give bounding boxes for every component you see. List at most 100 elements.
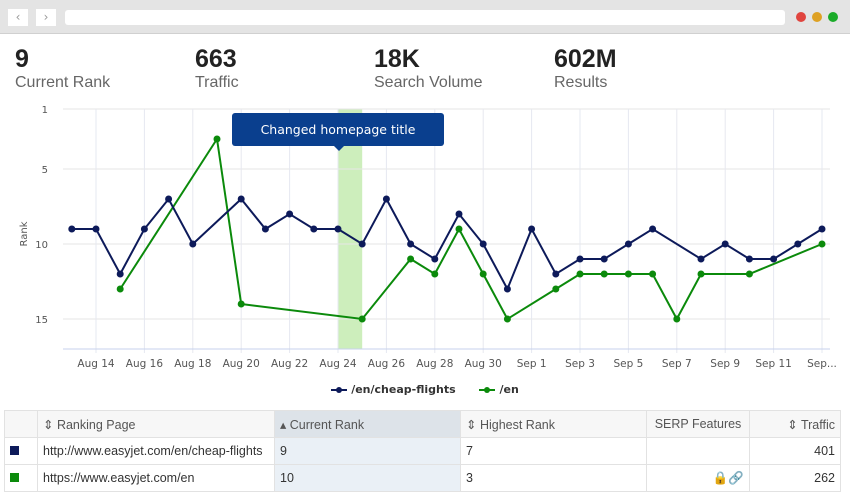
x-tick-label: Sep 7	[662, 358, 692, 370]
x-tick-label: Aug 18	[174, 358, 211, 370]
data-point	[116, 270, 124, 278]
x-tick-label: Aug 28	[416, 358, 453, 370]
traffic-cell: 401	[749, 437, 841, 465]
minimize-dot[interactable]	[812, 12, 822, 22]
data-point	[503, 315, 511, 323]
data-point	[624, 270, 632, 278]
data-point	[407, 240, 415, 248]
data-point	[407, 255, 415, 263]
x-tick-label: Aug 20	[223, 358, 260, 370]
data-point	[213, 135, 221, 143]
maximize-dot[interactable]	[828, 12, 838, 22]
link-icon: 🔗	[728, 470, 744, 485]
data-point	[576, 270, 584, 278]
header-label: Current Rank	[289, 417, 365, 432]
x-tick-label: Aug 16	[126, 358, 164, 370]
y-tick-label: 1	[42, 105, 48, 116]
table-row[interactable]: https://www.easyjet.com/en 10 3 🔒🔗 262	[4, 464, 841, 492]
serp-features-cell	[646, 437, 750, 465]
data-point	[576, 255, 584, 263]
traffic-cell: 262	[749, 464, 841, 492]
data-point	[479, 270, 487, 278]
annotation-tooltip: Changed homepage title	[232, 113, 444, 151]
stat-label: Results	[554, 74, 608, 91]
header-ranking-page[interactable]: ⇕ Ranking Page	[37, 410, 275, 438]
series-line--en	[119, 136, 823, 322]
data-point	[794, 240, 802, 248]
browser-chrome: ‹ ›	[0, 0, 850, 34]
legend-marker	[479, 386, 496, 393]
x-tick-label: Sep 3	[565, 358, 595, 370]
y-tick-label: 10	[35, 240, 48, 251]
stat-label: Traffic	[195, 74, 239, 91]
address-bar[interactable]	[65, 10, 785, 25]
data-point	[697, 255, 705, 263]
data-point	[358, 315, 366, 323]
x-tick-label: Aug 26	[368, 358, 406, 370]
data-point	[140, 225, 148, 233]
data-point	[431, 270, 439, 278]
data-point	[818, 240, 826, 248]
header-label: Highest Rank	[479, 417, 555, 432]
data-point	[745, 270, 753, 278]
header-highest-rank[interactable]: ⇕ Highest Rank	[460, 410, 647, 438]
series-color-cell	[4, 437, 38, 465]
x-tick-label: Aug 14	[77, 358, 115, 370]
stat-current-rank: 9 Current Rank	[15, 44, 110, 92]
data-point	[431, 255, 439, 263]
data-point	[237, 195, 245, 203]
data-point	[649, 225, 657, 233]
header-traffic[interactable]: ⇕ Traffic	[749, 410, 841, 438]
series-swatch	[10, 473, 19, 482]
series-swatch	[10, 446, 19, 455]
header-serp-features: SERP Features	[646, 410, 750, 438]
series-color-cell	[4, 464, 38, 492]
forward-button[interactable]: ›	[36, 9, 56, 26]
data-point	[189, 240, 197, 248]
stat-label: Current Rank	[15, 74, 111, 91]
legend-label: /en	[499, 383, 519, 396]
x-tick-label: Sep 11	[755, 358, 792, 370]
y-tick-label: 15	[35, 315, 48, 326]
legend-label: /en/cheap-flights	[351, 383, 456, 396]
close-dot[interactable]	[796, 12, 806, 22]
y-axis-label: Rank	[19, 221, 30, 246]
legend-item-en[interactable]: /en	[479, 383, 519, 396]
legend-marker	[331, 386, 348, 393]
color-column-header	[4, 410, 38, 438]
ranking-page-cell[interactable]: https://www.easyjet.com/en	[37, 464, 275, 492]
data-point	[552, 270, 560, 278]
stat-value: 9	[15, 45, 29, 73]
x-tick-label: Aug 24	[319, 358, 357, 370]
header-label: Ranking Page	[56, 417, 136, 432]
x-tick-label: Sep 9	[710, 358, 740, 370]
stat-label: Search Volume	[374, 74, 483, 91]
data-point	[455, 225, 463, 233]
stat-traffic: 663 Traffic	[195, 44, 239, 92]
ranking-page-cell[interactable]: http://www.easyjet.com/en/cheap-flights	[37, 437, 275, 465]
data-point	[624, 240, 632, 248]
data-point	[334, 225, 342, 233]
data-point	[818, 225, 826, 233]
table-row[interactable]: http://www.easyjet.com/en/cheap-flights …	[4, 437, 841, 465]
data-point	[455, 210, 463, 218]
data-point	[503, 285, 511, 293]
data-point	[165, 195, 173, 203]
data-point	[552, 285, 560, 293]
legend-item-cheap-flights[interactable]: /en/cheap-flights	[331, 383, 456, 396]
y-tick-label: 5	[42, 165, 48, 176]
stat-results: 602M Results	[554, 44, 617, 92]
data-point	[745, 255, 753, 263]
header-label: Traffic	[800, 417, 835, 432]
data-point	[237, 300, 245, 308]
back-button[interactable]: ‹	[8, 9, 28, 26]
highest-rank-cell: 3	[460, 464, 647, 492]
header-current-rank[interactable]: ▴ Current Rank	[274, 410, 461, 438]
table-header-row: ⇕ Ranking Page ▴ Current Rank ⇕ Highest …	[4, 410, 841, 438]
data-point	[310, 225, 318, 233]
x-tick-label: Sep 5	[613, 358, 643, 370]
data-point	[261, 225, 269, 233]
current-rank-cell: 9	[274, 437, 461, 465]
stat-value: 663	[195, 45, 237, 73]
